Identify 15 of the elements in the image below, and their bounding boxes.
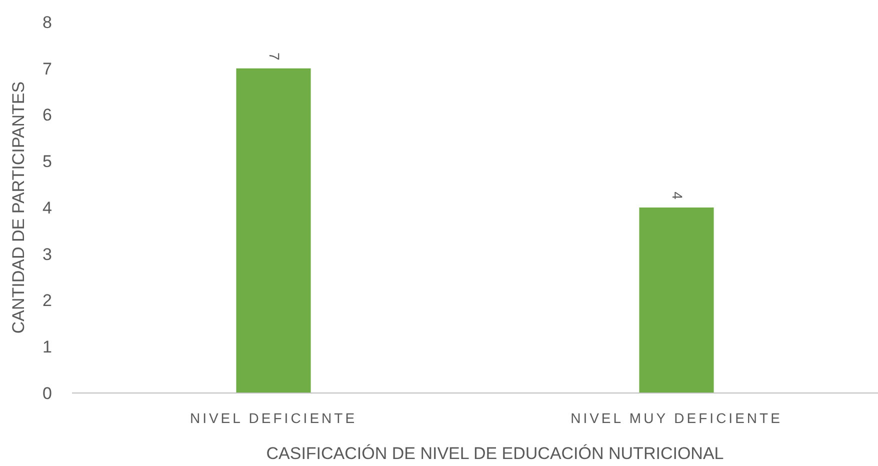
y-tick-label: 5: [42, 152, 52, 172]
y-tick-label: 0: [42, 384, 52, 403]
data-label: 4: [670, 192, 686, 200]
y-tick-label: 2: [42, 291, 52, 310]
y-tick-label: 4: [42, 198, 52, 218]
data-label: 7: [266, 52, 282, 60]
y-tick-label: 1: [42, 338, 52, 357]
y-tick-label: 3: [42, 244, 52, 264]
y-tick-label: 8: [42, 12, 52, 32]
x-tick-label: NIVEL MUY DEFICIENTE: [570, 410, 782, 426]
x-axis-title: CASIFICACIÓN DE NIVEL DE EDUCACIÓN NUTRICIONAL: [266, 444, 724, 463]
y-axis-title: CANTIDAD DE PARTICIPANTES: [9, 81, 28, 334]
y-tick-label: 6: [42, 106, 52, 125]
y-tick-label: 7: [42, 59, 52, 78]
x-tick-label: NIVEL DEFICIENTE: [190, 410, 358, 426]
